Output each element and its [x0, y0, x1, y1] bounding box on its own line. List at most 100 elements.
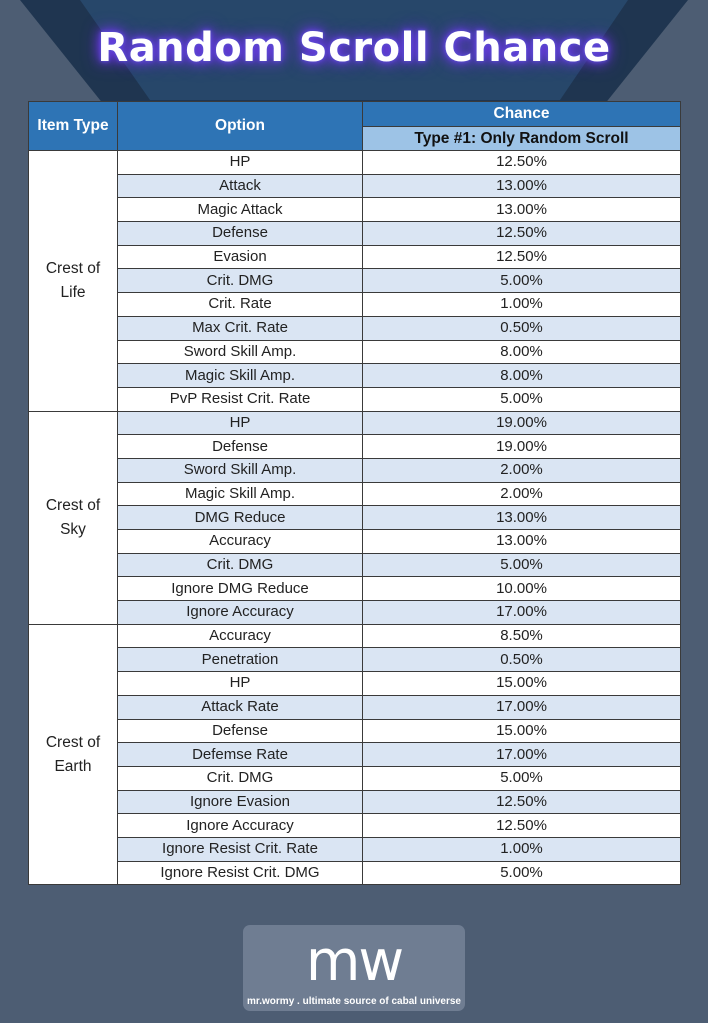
option-cell: HP [117, 671, 363, 696]
option-cell: Crit. Rate [117, 292, 363, 317]
chance-cell: 12.50% [362, 789, 681, 815]
option-cell: Sword Skill Amp. [117, 339, 363, 365]
logo-tagline: mr.wormy . ultimate source of cabal univ… [247, 995, 461, 1007]
option-cell: DMG Reduce [117, 505, 363, 530]
chance-cell: 17.00% [362, 694, 681, 720]
option-cell: Crit. DMG [117, 765, 363, 791]
option-cell: Ignore DMG Reduce [117, 576, 363, 602]
option-cell: Sword Skill Amp. [117, 457, 363, 483]
table-row: Crit. DMG 5.00% [29, 552, 681, 578]
chance-cell: 5.00% [362, 268, 681, 294]
table-row: Sword Skill Amp. 2.00% [29, 457, 681, 483]
table-row: Ignore Resist Crit. DMG 5.00% [29, 860, 681, 886]
option-cell: Ignore Accuracy [117, 600, 363, 625]
option-cell: Ignore Resist Crit. DMG [117, 860, 363, 886]
chance-cell: 17.00% [362, 742, 681, 767]
table-row: Defemse Rate 17.00% [29, 742, 681, 767]
chance-cell: 1.00% [362, 836, 681, 862]
table-row: Accuracy 13.00% [29, 529, 681, 554]
header-option: Option [117, 101, 363, 151]
option-cell: Ignore Evasion [117, 789, 363, 815]
option-cell: Attack Rate [117, 694, 363, 720]
option-cell: Attack [117, 173, 363, 199]
table-row: DMG Reduce 13.00% [29, 505, 681, 530]
option-cell: Defense [117, 221, 363, 246]
logo-mark: mw [305, 928, 404, 994]
chance-cell: 13.00% [362, 505, 681, 530]
item-type-cell: Crest of Sky [28, 410, 118, 625]
table-row: Crest of Life HP 12.50% [28, 150, 681, 412]
item-type-cell: Crest of Earth [28, 623, 118, 886]
item-type-line2: Earth [54, 757, 92, 775]
header-chance: Chance [362, 101, 681, 127]
chance-cell: 12.50% [362, 150, 681, 175]
option-cell: Crit. DMG [117, 268, 363, 294]
chance-cell: 19.00% [362, 434, 681, 459]
table-row: HP 15.00% [29, 671, 681, 696]
item-type-line2: Life [60, 283, 86, 301]
chance-cell: 12.50% [362, 813, 681, 838]
table-row: Ignore DMG Reduce 10.00% [29, 576, 681, 602]
table-row: Evasion 12.50% [29, 244, 681, 270]
chance-cell: 13.00% [362, 197, 681, 223]
chance-cell: 13.00% [362, 529, 681, 554]
option-cell: Ignore Resist Crit. Rate [117, 836, 363, 862]
table-row: Crest of Sky HP 19.00% [28, 410, 681, 625]
table-row: Crit. Rate 1.00% [29, 292, 681, 317]
table-row: Attack 13.00% [29, 173, 681, 199]
chance-cell: 19.00% [362, 410, 681, 436]
chance-cell: 1.00% [362, 292, 681, 317]
item-type-line1: Crest of [45, 496, 101, 514]
table-row: Crest of Earth Accuracy 8.50% [28, 623, 681, 886]
chance-cell: 5.00% [362, 860, 681, 886]
table-row: Crit. DMG 5.00% [29, 765, 681, 791]
table-row: Ignore Accuracy 17.00% [29, 600, 681, 625]
table-row: Ignore Evasion 12.50% [29, 789, 681, 815]
option-cell: HP [117, 150, 363, 175]
chance-cell: 0.50% [362, 647, 681, 673]
mw-logo: mw mr.wormy . ultimate source of cabal u… [243, 925, 465, 1011]
option-cell: PvP Resist Crit. Rate [117, 386, 363, 412]
chance-table: Item Type Option Chance Type #1: Only Ra… [28, 101, 681, 886]
item-type-line1: Crest of [45, 259, 101, 277]
chance-cell: 17.00% [362, 600, 681, 625]
option-cell: Max Crit. Rate [117, 315, 363, 341]
header-item-type: Item Type [28, 101, 118, 151]
option-cell: Accuracy [117, 529, 363, 554]
chance-cell: 12.50% [362, 244, 681, 270]
option-cell: Defemse Rate [117, 742, 363, 767]
chance-cell: 13.00% [362, 173, 681, 199]
chance-cell: 15.00% [362, 718, 681, 744]
table-row: Sword Skill Amp. 8.00% [29, 339, 681, 365]
table-row: Ignore Accuracy 12.50% [29, 813, 681, 838]
table-row: Defense 15.00% [29, 718, 681, 744]
table-row: Magic Skill Amp. 2.00% [29, 481, 681, 507]
chance-cell: 0.50% [362, 315, 681, 341]
option-cell: Defense [117, 434, 363, 459]
option-cell: Ignore Accuracy [117, 813, 363, 838]
chance-cell: 8.00% [362, 363, 681, 388]
chance-cell: 5.00% [362, 552, 681, 578]
chance-cell: 5.00% [362, 765, 681, 791]
table-row: Magic Skill Amp. 8.00% [29, 363, 681, 388]
table-row: PvP Resist Crit. Rate 5.00% [29, 386, 681, 412]
table-row: Penetration 0.50% [29, 647, 681, 673]
chance-cell: 2.00% [362, 457, 681, 483]
option-cell: Evasion [117, 244, 363, 270]
item-type-cell: Crest of Life [28, 150, 118, 412]
option-cell: Accuracy [117, 623, 363, 649]
table-row: Ignore Resist Crit. Rate 1.00% [29, 836, 681, 862]
table-row: Magic Attack 13.00% [29, 197, 681, 223]
chance-cell: 8.50% [362, 623, 681, 649]
option-cell: Crit. DMG [117, 552, 363, 578]
option-cell: Magic Attack [117, 197, 363, 223]
chance-cell: 2.00% [362, 481, 681, 507]
option-cell: HP [117, 410, 363, 436]
table-row: Crit. DMG 5.00% [29, 268, 681, 294]
chance-cell: 5.00% [362, 386, 681, 412]
option-cell: Magic Skill Amp. [117, 363, 363, 388]
chance-cell: 15.00% [362, 671, 681, 696]
chance-cell: 10.00% [362, 576, 681, 602]
table-row: Defense 12.50% [29, 221, 681, 246]
header-subtype: Type #1: Only Random Scroll [362, 126, 681, 151]
